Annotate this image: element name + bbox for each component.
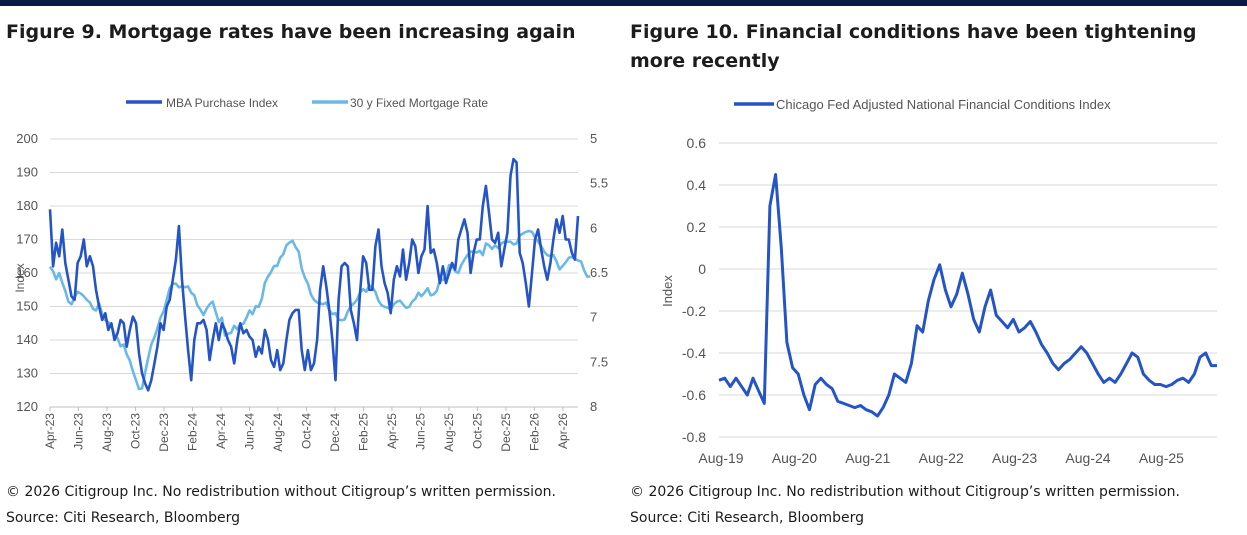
x-tick-label-feb-25: Feb-25 xyxy=(356,413,370,451)
series-line-mba-purchase-index xyxy=(48,157,580,392)
x-tick-label-feb-26: Feb-26 xyxy=(527,413,541,451)
x-tick-label-dec-25: Dec-25 xyxy=(499,413,513,452)
x-tick-label-aug-24: Aug-24 xyxy=(271,413,285,452)
header-bar xyxy=(0,0,1247,6)
y-right-tick-label-7-5: 7.5 xyxy=(590,354,608,369)
y-tick-label-140: 140 xyxy=(16,332,38,347)
x-tick-label-apr-26: Apr-26 xyxy=(556,413,570,449)
figure-10-panel: Figure 10. Financial conditions have bee… xyxy=(624,6,1247,535)
figure-10-title: Figure 10. Financial conditions have bee… xyxy=(630,21,1197,72)
x-tick-label-aug-25: Aug-25 xyxy=(1139,450,1184,466)
x-tick-label-oct-25: Oct-25 xyxy=(470,413,484,449)
x-tick-label-feb-24: Feb-24 xyxy=(185,413,199,451)
figure-9-title: Figure 9. Mortgage rates have been incre… xyxy=(6,21,576,43)
y-tick-label-200: 200 xyxy=(16,131,38,146)
y-tick-label-0-4: -0.4 xyxy=(682,345,706,361)
y-tick-label-0-6: -0.6 xyxy=(682,387,706,403)
y-right-tick-label-5: 5 xyxy=(590,131,597,146)
x-tick-label-jun-25: Jun-25 xyxy=(413,413,427,450)
x-tick-label-dec-23: Dec-23 xyxy=(157,413,171,452)
x-tick-label-apr-24: Apr-24 xyxy=(214,413,228,449)
y-right-tick-label-6-5: 6.5 xyxy=(590,265,608,280)
figure-9-source: Source: Citi Research, Bloomberg xyxy=(6,510,241,526)
x-tick-label-aug-25: Aug-25 xyxy=(442,413,456,452)
x-tick-label-aug-24: Aug-24 xyxy=(1065,450,1110,466)
y-tick-label-0-4: 0.4 xyxy=(687,177,707,193)
series-line-chicago-fed-adjusted-national-financial-conditions-index xyxy=(718,173,1217,418)
y-right-tick-label-6: 6 xyxy=(590,220,597,235)
y-tick-label-120: 120 xyxy=(16,399,38,414)
x-tick-label-oct-24: Oct-24 xyxy=(299,413,313,449)
x-tick-label-oct-23: Oct-23 xyxy=(128,413,142,449)
x-tick-label-aug-21: Aug-21 xyxy=(845,450,890,466)
y-tick-label-130: 130 xyxy=(16,366,38,381)
legend-label-30y-fixed-mortgage-rate: 30 y Fixed Mortgage Rate xyxy=(350,96,488,110)
y-tick-label-0-2: -0.2 xyxy=(682,303,706,319)
figure-9-copyright: © 2026 Citigroup Inc. No redistribution … xyxy=(6,484,556,500)
x-tick-label-apr-23: Apr-23 xyxy=(43,413,57,449)
y-right-tick-label-7: 7 xyxy=(590,310,597,325)
figure-10-source: Source: Citi Research, Bloomberg xyxy=(630,510,865,526)
y-tick-label-0-6: 0.6 xyxy=(687,135,707,151)
x-tick-label-aug-19: Aug-19 xyxy=(698,450,743,466)
x-tick-label-apr-25: Apr-25 xyxy=(385,413,399,449)
financial-conditions-chart: 0.6 0.4 0.2 0 -0.2 -0.4 -0.6 -0.8 Aug-19 Aug-20 A… xyxy=(660,97,1217,466)
mortgage-rates-chart: 120 130 140 150 160 170 180 190 200 5 5.5 6 6.5 7 7.5… xyxy=(13,96,608,452)
x-tick-label-aug-23: Aug-23 xyxy=(992,450,1037,466)
y-tick-label-180: 180 xyxy=(16,198,38,213)
x-tick-label-dec-24: Dec-24 xyxy=(328,413,342,452)
y-axis-label: Index xyxy=(13,263,27,292)
figure-9-panel: Figure 9. Mortgage rates have been incre… xyxy=(0,6,612,535)
y-right-tick-label-5-5: 5.5 xyxy=(590,176,608,191)
y-axis-label: Index xyxy=(660,275,675,307)
y-right-tick-label-8: 8 xyxy=(590,399,597,414)
y-tick-label-0-8: -0.8 xyxy=(682,429,706,445)
x-tick-label-jun-23: Jun-23 xyxy=(71,413,85,450)
x-tick-label-aug-22: Aug-22 xyxy=(919,450,964,466)
y-tick-label-170: 170 xyxy=(16,232,38,247)
y-tick-label-160: 160 xyxy=(16,265,38,280)
legend-label-chicago-fed-anfci: Chicago Fed Adjusted National Financial … xyxy=(776,97,1111,112)
y-tick-label-0-2: 0.2 xyxy=(687,219,707,235)
x-tick-label-aug-20: Aug-20 xyxy=(772,450,817,466)
y-tick-label-150: 150 xyxy=(16,299,38,314)
y-tick-label-190: 190 xyxy=(16,165,38,180)
legend-label-mba-purchase-index: MBA Purchase Index xyxy=(166,96,278,110)
x-tick-label-aug-23: Aug-23 xyxy=(100,413,114,452)
x-tick-label-jun-24: Jun-24 xyxy=(242,413,256,450)
y-tick-label-0: 0 xyxy=(698,261,706,277)
figure-10-copyright: © 2026 Citigroup Inc. No redistribution … xyxy=(630,484,1180,500)
